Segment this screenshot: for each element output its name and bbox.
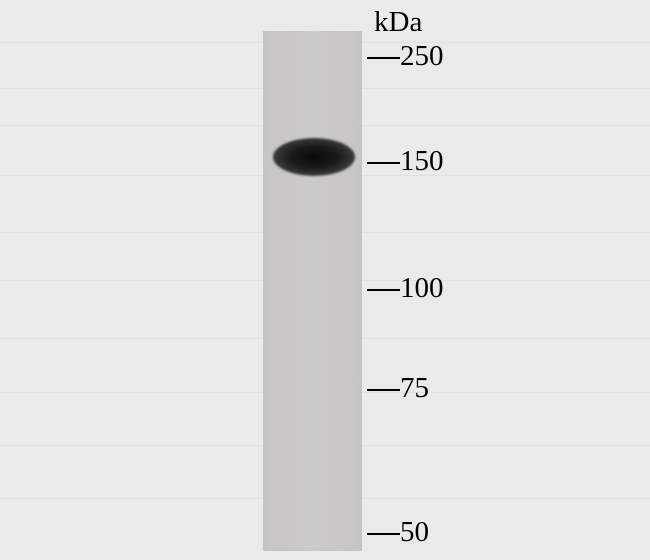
unit-label: kDa xyxy=(374,6,422,39)
marker-label: 100 xyxy=(400,272,444,305)
marker-label: 50 xyxy=(400,516,429,549)
marker-tick xyxy=(367,289,400,291)
marker-label: 150 xyxy=(400,145,444,178)
marker-tick xyxy=(367,162,400,164)
protein-band xyxy=(273,138,355,176)
marker-tick xyxy=(367,57,400,59)
marker-label: 250 xyxy=(400,40,444,73)
marker-label: 75 xyxy=(400,372,429,405)
marker-tick xyxy=(367,389,400,391)
blot-lane xyxy=(263,31,362,551)
marker-tick xyxy=(367,533,400,535)
blot-figure: kDa 250 150 100 75 50 xyxy=(0,0,650,560)
